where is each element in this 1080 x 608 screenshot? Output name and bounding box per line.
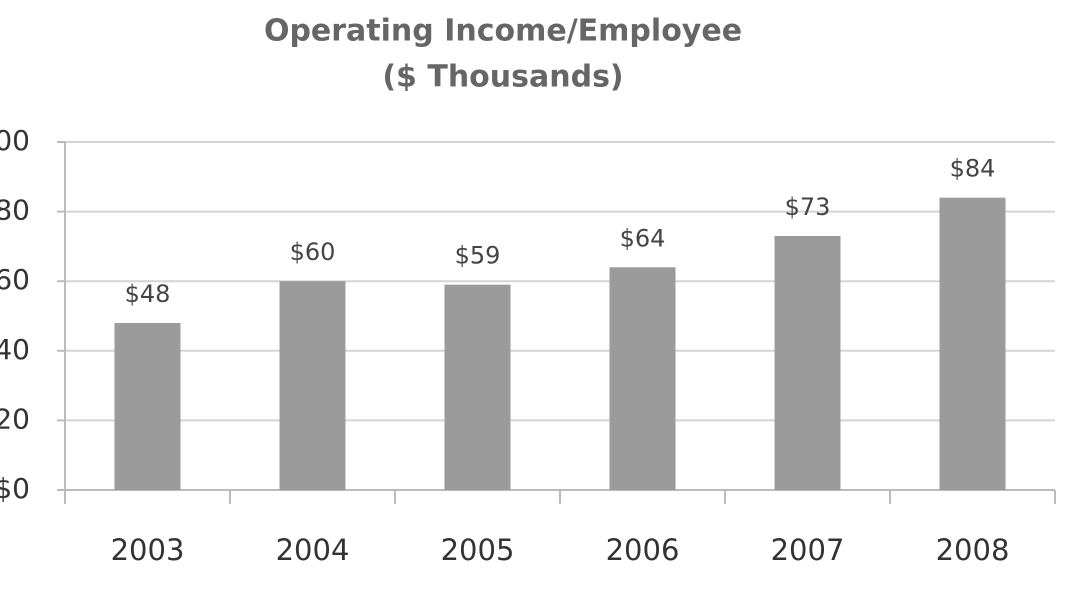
data-label: $60: [290, 238, 336, 266]
x-tick-label: 2003: [111, 533, 185, 567]
bar: [609, 267, 676, 490]
x-tick-label: 2007: [771, 533, 845, 567]
bar: [444, 284, 511, 490]
x-tick-label: 2006: [606, 533, 680, 567]
x-tick-label: 2004: [276, 533, 350, 567]
bar: [939, 197, 1006, 490]
data-label: $84: [950, 155, 996, 183]
x-tick-label: 2005: [441, 533, 515, 567]
y-tick-label: $20: [0, 402, 30, 435]
y-tick-label: $0: [0, 472, 30, 505]
bar: [279, 281, 346, 490]
y-tick-label: $60: [0, 263, 30, 296]
chart-title: Operating Income/Employee: [264, 14, 742, 49]
data-label: $73: [785, 193, 831, 221]
y-tick-label: $80: [0, 194, 30, 227]
data-label: $59: [455, 242, 501, 270]
chart-subtitle: ($ Thousands): [382, 60, 623, 95]
bar: [774, 235, 841, 490]
bar: [114, 322, 181, 490]
y-tick-label: $100: [0, 124, 30, 157]
y-tick-label: $40: [0, 333, 30, 366]
data-label: $64: [620, 224, 666, 252]
x-tick-label: 2008: [936, 533, 1010, 567]
data-label: $48: [125, 280, 171, 308]
